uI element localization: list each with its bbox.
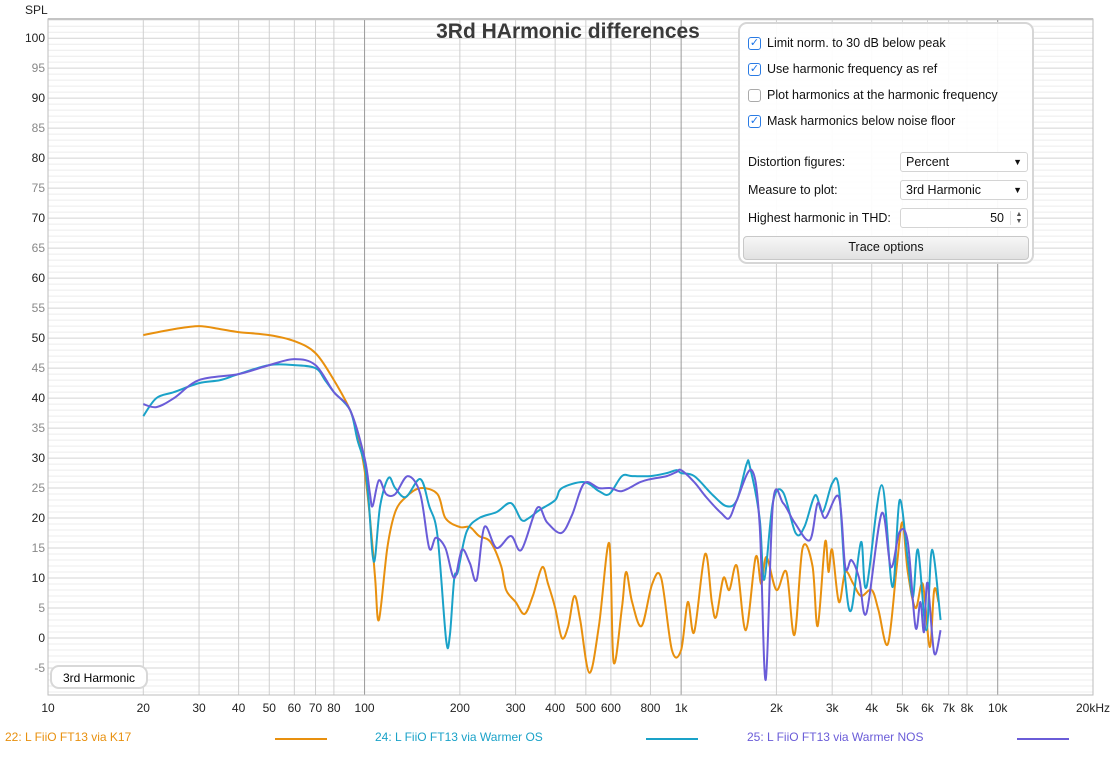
y-tick-label: 10: [32, 571, 46, 585]
checkbox-icon: [748, 88, 761, 102]
stepper-value: 50: [990, 211, 1004, 225]
x-tick-label: 800: [640, 701, 660, 715]
y-tick-label: -5: [34, 661, 45, 675]
checkbox-icon: ✓: [748, 114, 761, 128]
highest-harmonic-label: Highest harmonic in THD:: [748, 211, 891, 225]
y-tick-label: 55: [32, 301, 46, 315]
x-tick-label: 1k: [675, 701, 689, 715]
checkbox-label: Limit norm. to 30 dB below peak: [767, 36, 946, 50]
x-tick-label: 80: [327, 701, 341, 715]
distortion-figures-select[interactable]: Percent ▼: [900, 152, 1028, 172]
y-tick-label: 80: [32, 151, 46, 165]
y-tick-label: 0: [38, 631, 45, 645]
x-tick-label: 10: [41, 701, 55, 715]
x-tick-label: 7k: [942, 701, 956, 715]
checkbox-label: Mask harmonics below noise floor: [767, 114, 956, 128]
y-tick-label: 50: [32, 331, 46, 345]
limit-norm-checkbox[interactable]: ✓ Limit norm. to 30 dB below peak: [748, 36, 946, 50]
x-tick-label: 6k: [921, 701, 935, 715]
x-tick-label: 5k: [896, 701, 910, 715]
use-harmonic-freq-checkbox[interactable]: ✓ Use harmonic frequency as ref: [748, 62, 937, 76]
mask-noise-floor-checkbox[interactable]: ✓ Mask harmonics below noise floor: [748, 114, 955, 128]
x-tick-label: 70: [309, 701, 323, 715]
y-tick-label: 5: [38, 601, 45, 615]
y-tick-label: 75: [32, 181, 46, 195]
x-tick-label: 10k: [988, 701, 1008, 715]
x-tick-label: 3k: [826, 701, 840, 715]
legend-swatch-warmer-os: [646, 738, 698, 740]
measure-to-plot-label: Measure to plot:: [748, 183, 838, 197]
x-tick-label: 200: [450, 701, 470, 715]
x-tick-label: 500: [576, 701, 596, 715]
x-tick-label: 100: [355, 701, 375, 715]
chevron-down-icon: ▼: [1013, 185, 1022, 195]
series-line-0: [143, 325, 940, 674]
x-tick-label: 2k: [770, 701, 784, 715]
legend-swatch-k17: [275, 738, 327, 740]
x-tick-label: 20: [137, 701, 151, 715]
options-panel: ✓ Limit norm. to 30 dB below peak ✓ Use ha…: [738, 22, 1034, 264]
y-tick-label: 60: [32, 271, 46, 285]
x-axis: 10 20 30 40 50 60 70 80 100 200 300 400 500 600 800 1k 2…: [41, 701, 1110, 715]
y-tick-label: 95: [32, 61, 46, 75]
y-tick-label: 65: [32, 241, 46, 255]
y-axis-label: SPL: [25, 3, 48, 17]
x-tick-label: 400: [545, 701, 565, 715]
legend-item-k17[interactable]: 22: L FiiO FT13 via K17: [5, 730, 132, 744]
stepper-arrows-icon[interactable]: ▲ ▼: [1010, 211, 1027, 225]
y-tick-label: 90: [32, 91, 46, 105]
checkbox-icon: ✓: [748, 36, 761, 50]
x-tick-label: 50: [263, 701, 277, 715]
y-tick-label: 35: [32, 421, 46, 435]
chart-title: 3Rd HArmonic differences: [436, 20, 700, 43]
y-tick-label: 30: [32, 451, 46, 465]
legend-swatch-warmer-nos: [1017, 738, 1069, 740]
y-tick-label: 70: [32, 211, 46, 225]
y-tick-label: 85: [32, 121, 46, 135]
highest-harmonic-stepper[interactable]: 50 ▲ ▼: [900, 208, 1028, 228]
y-axis: -5 0 5 10 15 20 25 30 35 40 45 50 55 60 65 70 75 80 85 90 95…: [25, 31, 45, 675]
x-tick-label: 60: [288, 701, 302, 715]
x-tick-label: 30: [192, 701, 206, 715]
series-line-2: [143, 358, 942, 682]
checkbox-label: Use harmonic frequency as ref: [767, 62, 938, 76]
y-tick-label: 40: [32, 391, 46, 405]
plot-at-harmonic-freq-checkbox[interactable]: Plot harmonics at the harmonic frequency: [748, 88, 998, 102]
x-tick-label: 40: [232, 701, 246, 715]
select-value: 3rd Harmonic: [906, 183, 982, 197]
x-tick-label: 8k: [961, 701, 975, 715]
y-tick-label: 15: [32, 541, 46, 555]
select-value: Percent: [906, 155, 950, 169]
distortion-figures-label: Distortion figures:: [748, 155, 846, 169]
series-line-1: [142, 363, 942, 650]
x-tick-label: 600: [601, 701, 621, 715]
chevron-down-icon: ▼: [1013, 157, 1022, 167]
y-tick-label: 20: [32, 511, 46, 525]
legend-item-warmer-os[interactable]: 24: L FiiO FT13 via Warmer OS: [375, 730, 543, 744]
x-tick-label: 300: [506, 701, 526, 715]
measure-to-plot-select[interactable]: 3rd Harmonic ▼: [900, 180, 1028, 200]
y-tick-label: 25: [32, 481, 46, 495]
trace-options-button[interactable]: Trace options: [743, 236, 1029, 260]
legend-item-warmer-nos[interactable]: 25: L FiiO FT13 via Warmer NOS: [747, 730, 924, 744]
x-tick-label: 20kHz: [1076, 701, 1110, 715]
measure-tag: 3rd Harmonic: [50, 665, 148, 689]
y-tick-label: 45: [32, 361, 46, 375]
checkbox-label: Plot harmonics at the harmonic frequency: [767, 88, 998, 102]
series-lines: [142, 325, 942, 682]
x-tick-label: 4k: [865, 701, 879, 715]
y-tick-label: 100: [25, 31, 45, 45]
checkbox-icon: ✓: [748, 62, 761, 76]
